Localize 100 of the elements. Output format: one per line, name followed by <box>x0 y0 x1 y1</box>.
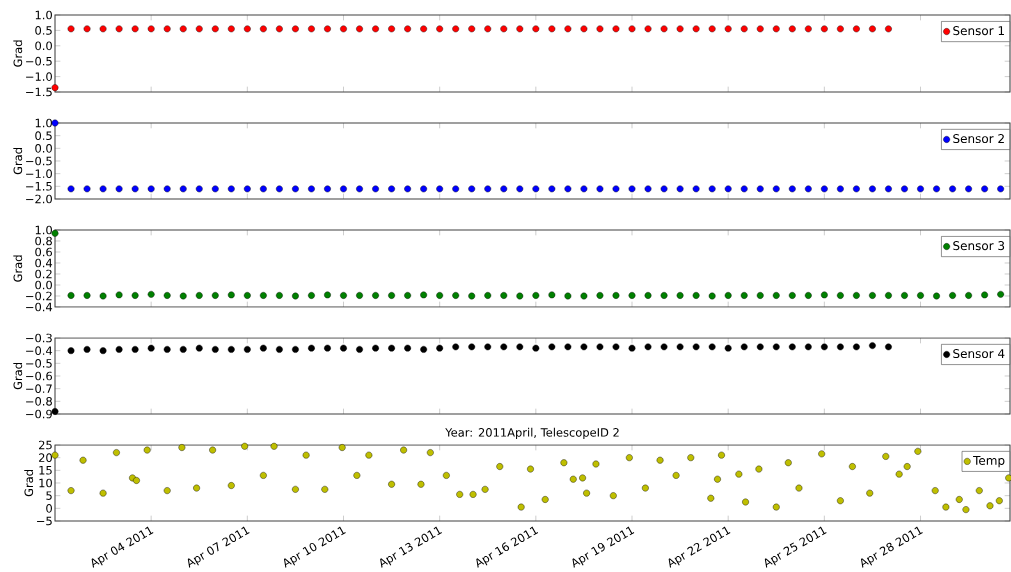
point <box>227 346 235 353</box>
y-tick-label: −0.6 <box>26 371 52 381</box>
legend-label: Sensor 2 <box>953 134 1004 144</box>
point <box>163 346 171 353</box>
point <box>115 291 123 299</box>
y-tick-label: −0.9 <box>26 409 52 419</box>
y-tick-label: −0.4 <box>26 302 53 312</box>
point <box>564 343 572 351</box>
point <box>308 344 315 352</box>
y-tick-label: −2.0 <box>26 194 52 204</box>
y-tick-label: −0.7 <box>26 384 52 394</box>
point <box>740 343 748 351</box>
point <box>308 292 315 299</box>
point <box>692 292 700 299</box>
point <box>436 292 444 299</box>
point <box>708 343 716 351</box>
y-tick-label: −1.5 <box>26 87 52 97</box>
point <box>804 343 812 351</box>
point <box>404 344 412 352</box>
point <box>788 343 796 351</box>
point <box>83 292 91 299</box>
legend-label: Sensor 3 <box>953 241 1005 251</box>
point <box>788 292 796 299</box>
point <box>724 292 732 299</box>
point <box>820 343 828 351</box>
y-axis-title: Grad <box>13 255 23 282</box>
point <box>676 343 684 351</box>
y-tick-label: 0.0 <box>35 143 52 153</box>
point <box>484 292 492 299</box>
point <box>420 291 428 299</box>
point <box>516 343 524 351</box>
legend-label: Sensor 1 <box>953 26 1004 36</box>
y-tick-label: −0.3 <box>26 333 52 343</box>
y-tick-label: 20 <box>38 453 52 463</box>
y-tick-label: 0.0 <box>35 280 52 290</box>
point <box>147 344 155 352</box>
point <box>853 292 860 299</box>
point <box>452 292 460 299</box>
y-tick-label: 0.5 <box>35 131 52 140</box>
point <box>676 292 684 299</box>
point <box>804 292 812 299</box>
point <box>340 292 347 299</box>
point <box>548 291 556 299</box>
point <box>692 343 700 351</box>
point <box>99 292 107 300</box>
y-tick-label: −1.0 <box>26 169 52 178</box>
point <box>628 344 636 352</box>
point <box>179 292 187 300</box>
y-tick-label: 0 <box>46 504 52 513</box>
point <box>67 292 75 299</box>
point <box>131 346 139 353</box>
point <box>404 292 412 299</box>
point <box>388 292 395 299</box>
point <box>580 343 588 351</box>
y-axis-title: Grad <box>13 148 23 175</box>
y-tick-label: 0.2 <box>35 269 52 279</box>
point <box>836 292 844 299</box>
legend-label: Temp <box>973 456 1005 468</box>
point <box>67 347 75 355</box>
y-tick-label: −5 <box>37 516 52 526</box>
y-tick-label: 0.4 <box>35 258 53 268</box>
y-tick-label: −0.5 <box>26 56 52 66</box>
point <box>772 343 780 351</box>
point <box>484 343 492 351</box>
y-tick-label: 10 <box>39 478 52 488</box>
point <box>885 343 892 351</box>
point <box>917 292 924 299</box>
point <box>468 343 476 351</box>
point <box>292 292 299 300</box>
point <box>836 343 844 351</box>
point <box>869 292 876 299</box>
point <box>628 292 636 299</box>
point <box>500 292 508 299</box>
y-tick-label: 1.0 <box>35 118 52 128</box>
y-tick-label: 5 <box>46 491 52 500</box>
point <box>211 292 219 299</box>
point <box>179 346 187 353</box>
y-tick-label: 15 <box>39 466 52 475</box>
point <box>756 343 764 351</box>
point <box>195 344 203 352</box>
point <box>324 291 331 299</box>
point <box>115 346 123 353</box>
point <box>949 292 956 299</box>
point <box>772 292 780 299</box>
y-tick-label: 0.8 <box>35 236 52 246</box>
point <box>292 346 299 353</box>
point <box>211 346 219 353</box>
point <box>147 290 155 298</box>
y-axis-title: Grad <box>13 40 23 67</box>
point <box>468 292 476 300</box>
point <box>259 344 267 352</box>
point <box>324 344 331 352</box>
point <box>548 343 556 351</box>
y-tick-label: 1.0 <box>35 10 52 20</box>
point <box>580 292 588 300</box>
point <box>612 343 620 351</box>
y-tick-label: −0.5 <box>26 358 52 368</box>
point <box>227 291 235 299</box>
point <box>596 292 604 299</box>
point <box>644 292 652 299</box>
